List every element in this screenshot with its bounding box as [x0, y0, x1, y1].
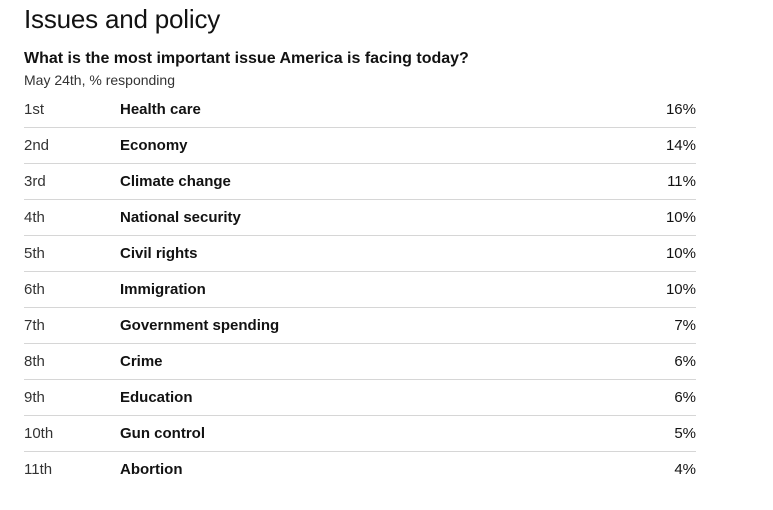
table-row: 5th Civil rights 10% — [24, 236, 696, 272]
issue-label: Abortion — [120, 461, 183, 478]
value-label: 10% — [665, 245, 696, 262]
value-label: 7% — [674, 317, 696, 334]
issue-label: Gun control — [120, 425, 205, 442]
value-label: 11% — [667, 173, 696, 190]
issue-label: Civil rights — [120, 245, 198, 262]
table-row: 2nd Economy 14% — [24, 128, 696, 164]
rank-label: 9th — [24, 389, 45, 406]
issue-label: Education — [120, 389, 193, 406]
rank-label: 2nd — [24, 137, 50, 154]
rank-label: 11th — [24, 461, 53, 478]
chart-title: What is the most important issue America… — [24, 50, 469, 67]
rank-label: 1st — [24, 101, 45, 118]
rank-label: 3rd — [24, 173, 46, 190]
issue-label: Immigration — [120, 281, 206, 298]
table-row: 7th Government spending 7% — [24, 308, 696, 344]
issue-label: Climate change — [120, 173, 231, 190]
rank-label: 10th — [24, 425, 54, 442]
value-label: 5% — [674, 425, 696, 442]
issue-label: Government spending — [120, 317, 280, 334]
issues-table: 1st Health care 16% 2nd Economy 14% 3rd … — [24, 92, 696, 488]
value-label: 6% — [674, 353, 696, 370]
value-label: 4% — [674, 461, 696, 478]
value-label: 16% — [665, 101, 696, 118]
rank-label: 7th — [24, 317, 45, 334]
issue-label: National security — [120, 209, 241, 226]
table-row: 9th Education 6% — [24, 380, 696, 416]
table-row: 8th Crime 6% — [24, 344, 696, 380]
table-row: 10th Gun control 5% — [24, 416, 696, 452]
table-row: 3rd Climate change 11% — [24, 164, 696, 200]
issue-label: Health care — [120, 101, 201, 118]
rank-label: 4th — [24, 209, 45, 226]
value-label: 10% — [665, 281, 696, 298]
table-row: 4th National security 10% — [24, 200, 696, 236]
issue-label: Economy — [120, 137, 188, 154]
rank-label: 8th — [24, 353, 45, 370]
table-row: 1st Health care 16% — [24, 92, 696, 128]
table-row: 11th Abortion 4% — [24, 452, 696, 488]
issue-label: Crime — [120, 353, 163, 370]
section-title: Issues and policy — [24, 4, 221, 34]
table-row: 6th Immigration 10% — [24, 272, 696, 308]
value-label: 6% — [674, 389, 696, 406]
value-label: 14% — [665, 137, 696, 154]
chart-subtitle: May 24th, % responding — [24, 72, 175, 88]
rank-label: 5th — [24, 245, 45, 262]
value-label: 10% — [665, 209, 696, 226]
rank-label: 6th — [24, 281, 45, 298]
